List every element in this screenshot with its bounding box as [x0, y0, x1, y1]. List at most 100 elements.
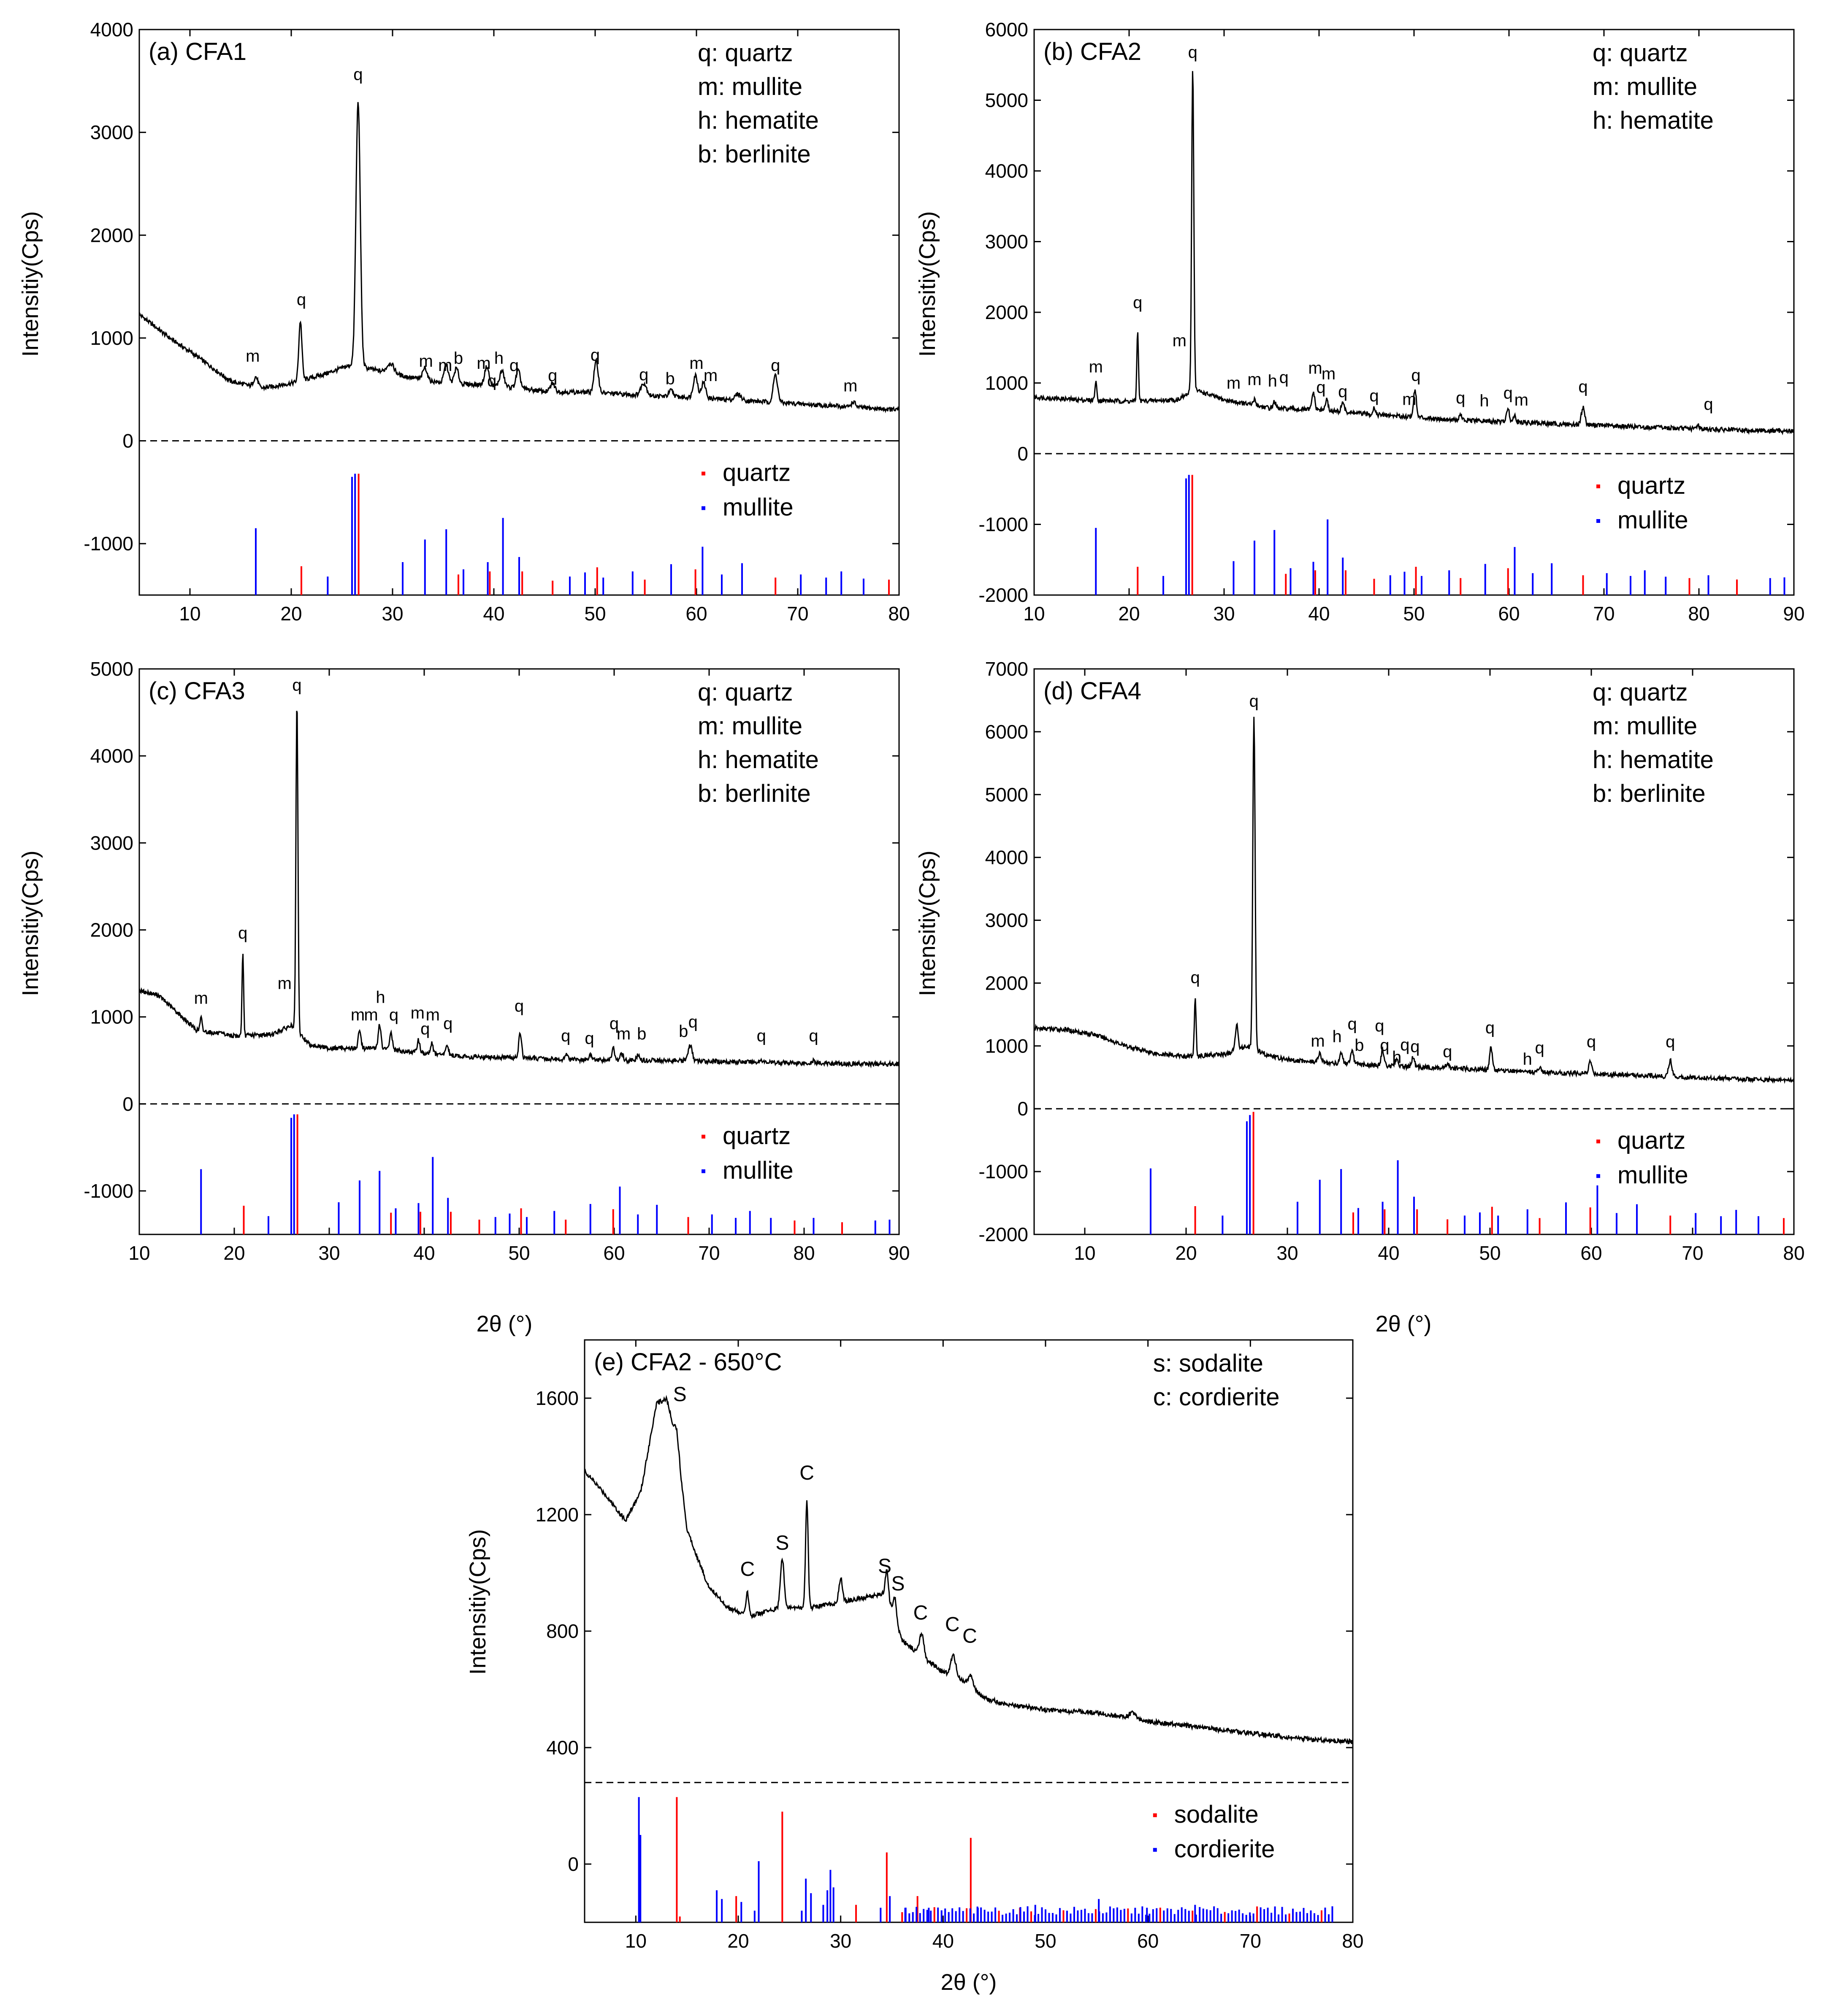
x-tick-label: 70 [1682, 1242, 1703, 1264]
peak-label: b [679, 1022, 688, 1041]
peak-label: q [688, 1012, 698, 1031]
phase-key-text: h: hematite [698, 746, 819, 774]
x-tick-label: 40 [483, 603, 504, 625]
y-tick-label: 0 [122, 430, 133, 452]
ref-legend-marker [1596, 1139, 1600, 1144]
phase-key-text: c: cordierite [1153, 1383, 1280, 1411]
x-axis-title: 2θ (°) [941, 1970, 997, 1995]
peak-label: h [376, 988, 385, 1007]
x-tick-label: 30 [382, 603, 403, 625]
y-tick-label: 3000 [985, 909, 1028, 931]
peak-label: h [1479, 392, 1489, 410]
y-tick-label: 800 [546, 1620, 579, 1642]
peak-label: m [419, 352, 433, 371]
peak-label: q [1347, 1015, 1357, 1034]
peak-label: b [454, 349, 463, 368]
y-tick-label: 3000 [985, 231, 1028, 253]
y-tick-label: 1000 [90, 1006, 133, 1028]
peak-label: b [665, 370, 675, 388]
peak-label: h [1392, 1048, 1401, 1067]
x-tick-label: 60 [1498, 603, 1520, 625]
y-tick-label: 0 [568, 1853, 579, 1875]
phase-key-text: q: quartz [698, 39, 793, 67]
ref-legend-marker [1596, 484, 1600, 488]
y-tick-label: 1600 [536, 1387, 579, 1409]
y-tick-label: -2000 [978, 584, 1028, 606]
ref-legend-label: cordierite [1174, 1835, 1275, 1863]
phase-key-text: m: mullite [698, 712, 802, 740]
y-axis-title: Intensitiy(Cps) [915, 850, 940, 996]
peak-label: h [1332, 1027, 1341, 1046]
y-tick-label: 6000 [985, 19, 1028, 41]
phase-key-text: m: mullite [1593, 73, 1697, 100]
phase-key-text: b: berlinite [698, 780, 811, 807]
peak-label: m [194, 989, 208, 1008]
peak-label: m [1308, 359, 1322, 378]
x-tick-label: 80 [793, 1242, 815, 1264]
x-tick-label: 40 [413, 1242, 435, 1264]
y-tick-label: 400 [546, 1737, 579, 1759]
ref-legend-label: sodalite [1174, 1801, 1259, 1828]
shared-xlabel-right: 2θ (°) [1376, 1311, 1432, 1337]
y-tick-label: 1200 [536, 1504, 579, 1526]
peak-label: m [1173, 331, 1187, 350]
ref-legend-marker [702, 506, 705, 510]
x-tick-label: 40 [1308, 603, 1330, 625]
peak-label: q [639, 365, 648, 384]
panel-a-cfa1: 10 20 30 40 50 60 70 80 -1000 0 1000 2000 3000 4000 In… [18, 19, 910, 625]
y-tick-label: -1000 [978, 1161, 1028, 1183]
peak-label: m [351, 1006, 365, 1024]
x-tick-label: 30 [1213, 603, 1235, 625]
ref-legend-label: quartz [723, 1122, 791, 1150]
peak-label: C [740, 1558, 755, 1580]
peak-label: m [1311, 1032, 1325, 1050]
peak-label: q [1380, 1036, 1389, 1055]
peak-label: m [843, 377, 857, 395]
y-tick-label: 2000 [90, 224, 133, 246]
peak-label: q [610, 1014, 619, 1033]
peak-label: q [1133, 293, 1142, 312]
y-tick-label: 4000 [985, 847, 1028, 869]
x-tick-label: 80 [1342, 1930, 1363, 1952]
peak-label: m [411, 1004, 425, 1023]
peak-label: m [477, 354, 490, 373]
phase-key-text: b: berlinite [698, 141, 811, 168]
phase-key-text: h: hematite [1593, 107, 1714, 134]
y-axis-title: Intensitiy(Cps) [18, 850, 43, 996]
peak-label: m [1514, 391, 1528, 409]
y-tick-label: 6000 [985, 721, 1028, 743]
y-tick-label: 0 [122, 1093, 133, 1115]
peak-label: q [509, 356, 519, 375]
peak-label: q [585, 1029, 594, 1048]
peak-label: m [278, 974, 292, 993]
peak-label: q [1578, 377, 1587, 396]
y-tick-label: 1000 [90, 327, 133, 349]
ref-legend-label: quartz [1617, 1127, 1685, 1154]
peak-label: m [1247, 371, 1261, 389]
x-tick-label: 70 [787, 603, 808, 625]
peak-label: C [799, 1462, 814, 1484]
peak-label: q [1485, 1019, 1495, 1037]
panel-title: (b) CFA2 [1043, 38, 1141, 65]
x-tick-label: 10 [128, 1242, 150, 1264]
ref-legend-label: mullite [723, 494, 794, 521]
phase-key-text: q: quartz [1593, 39, 1688, 67]
y-tick-label: 4000 [90, 745, 133, 767]
x-tick-label: 50 [508, 1242, 530, 1264]
y-tick-label: 1000 [985, 1035, 1028, 1057]
x-tick-label: 10 [179, 603, 200, 625]
x-tick-label: 70 [698, 1242, 720, 1264]
peak-label: q [771, 356, 780, 375]
y-tick-label: 0 [1017, 443, 1028, 465]
y-tick-label: 3000 [90, 832, 133, 854]
ref-legend-label: quartz [723, 459, 791, 487]
x-tick-label: 20 [727, 1930, 749, 1952]
peak-label: C [945, 1613, 960, 1636]
peak-label: q [1190, 968, 1200, 987]
panel-b-cfa2: 10 20 30 40 50 60 70 80 90 -2000 -1000 0 1000 2000 300… [915, 19, 1805, 625]
panel-title: (a) CFA1 [149, 38, 247, 65]
x-tick-label: 20 [1175, 1242, 1197, 1264]
panel-title: (e) CFA2 - 650°C [594, 1348, 782, 1376]
ref-legend-label: quartz [1617, 472, 1685, 499]
peak-label: m [1322, 365, 1336, 383]
